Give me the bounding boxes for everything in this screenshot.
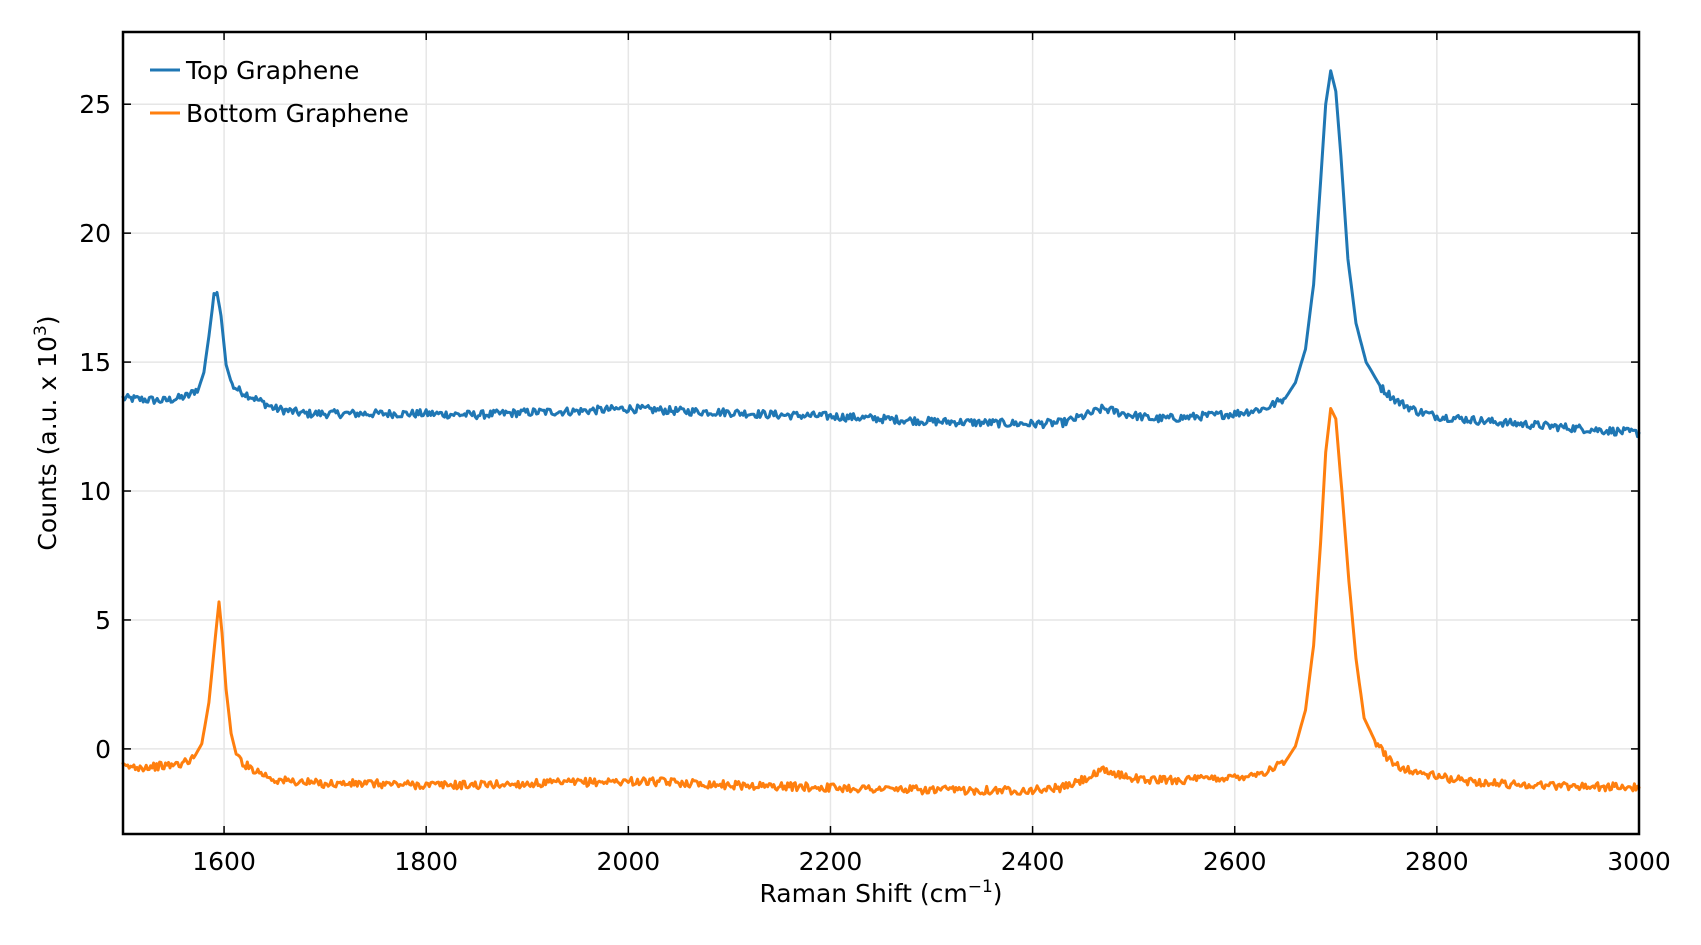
x-tick-label: 3000 [1607, 847, 1671, 876]
tick-marks [123, 32, 1640, 834]
x-tick-label: 1800 [394, 847, 458, 876]
legend-label: Bottom Graphene [186, 99, 409, 128]
x-tick-label: 2000 [597, 847, 661, 876]
series-line-top-graphene [121, 69, 1641, 439]
y-tick-label: 0 [95, 735, 111, 764]
legend-label: Top Graphene [185, 56, 359, 85]
x-tick-label: 2400 [1001, 847, 1065, 876]
x-tick-label: 2800 [1405, 847, 1469, 876]
legend: Top Graphene Bottom Graphene [150, 56, 409, 128]
series-lines [121, 69, 1641, 796]
y-tick-label: 5 [95, 606, 111, 635]
grid-lines [123, 32, 1640, 834]
tick-labels: 1600 1800 2000 2200 2400 2600 2800 3000 0 5 10 15 20… [79, 90, 1671, 876]
y-tick-label: 15 [79, 348, 111, 377]
series-line-bottom-graphene [121, 407, 1641, 796]
x-axis-label: Raman Shift (cm−1) [759, 877, 1002, 908]
y-tick-label: 10 [79, 477, 111, 506]
y-axis-label: Counts (a.u. x 103) [31, 315, 62, 550]
x-tick-label: 2600 [1203, 847, 1267, 876]
y-tick-label: 20 [79, 219, 111, 248]
x-tick-label: 2200 [799, 847, 863, 876]
x-tick-label: 1600 [192, 847, 256, 876]
y-tick-label: 25 [79, 90, 111, 119]
plot-frame [121, 30, 1641, 836]
